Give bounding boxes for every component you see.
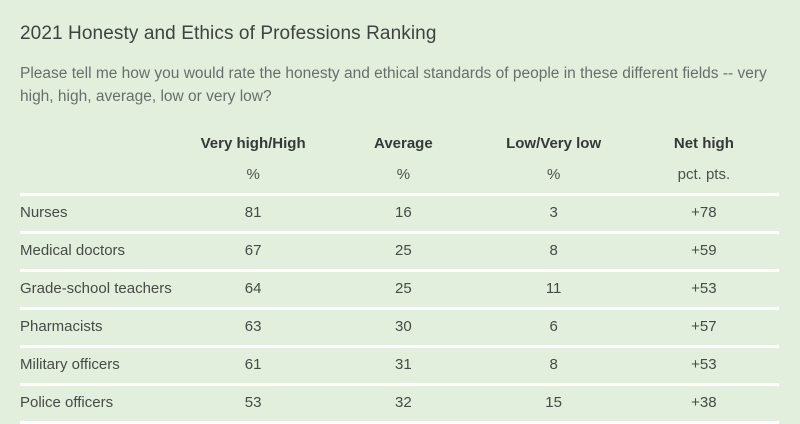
value-cell: +78 xyxy=(628,194,779,234)
value-cell: 25 xyxy=(328,270,479,310)
value-cell: 31 xyxy=(328,346,479,386)
table-body: Nurses 81 16 3 +78 Medical doctors 67 25… xyxy=(20,194,779,424)
value-cell: +53 xyxy=(628,270,779,310)
value-cell: 8 xyxy=(478,346,629,386)
column-header-average: Average xyxy=(374,135,433,152)
table-row-military-officers: Military officers 61 31 8 +53 xyxy=(20,346,779,386)
table-header: Very high/High Average Low/Very low Net … xyxy=(20,129,779,196)
value-cell: 81 xyxy=(178,194,329,234)
table-row-pharmacists: Pharmacists 63 30 6 +57 xyxy=(20,308,779,348)
value-cell: +53 xyxy=(628,346,779,386)
profession-name: Pharmacists xyxy=(20,308,178,348)
value-cell: 63 xyxy=(178,308,329,348)
value-cell: +59 xyxy=(628,232,779,272)
value-cell: 15 xyxy=(478,384,629,424)
table-row-police-officers: Police officers 53 32 15 +38 xyxy=(20,384,779,424)
survey-question: Please tell me how you would rate the ho… xyxy=(20,65,767,105)
column-header-row: Very high/High Average Low/Very low Net … xyxy=(20,129,779,152)
page-title: 2021 Honesty and Ethics of Professions R… xyxy=(20,23,437,44)
value-cell: 16 xyxy=(328,194,479,234)
value-cell: 6 xyxy=(478,308,629,348)
value-cell: 25 xyxy=(328,232,479,272)
unit-label: % xyxy=(178,152,329,196)
unit-spacer xyxy=(20,152,178,196)
table-row-grade-school-teachers: Grade-school teachers 64 25 11 +53 xyxy=(20,270,779,310)
table-row-nurses: Nurses 81 16 3 +78 xyxy=(20,194,779,234)
column-header-very-high: Very high/High xyxy=(200,135,306,152)
unit-label: pct. pts. xyxy=(628,152,779,196)
value-cell: 67 xyxy=(178,232,329,272)
profession-column-header xyxy=(20,129,178,152)
value-cell: 3 xyxy=(478,194,629,234)
value-cell: 8 xyxy=(478,232,629,272)
profession-name: Police officers xyxy=(20,384,178,424)
professions-table: Very high/High Average Low/Very low Net … xyxy=(20,129,779,424)
unit-label: % xyxy=(328,152,479,196)
profession-name: Medical doctors xyxy=(20,232,178,272)
value-cell: 32 xyxy=(328,384,479,424)
unit-label: % xyxy=(478,152,629,196)
value-cell: 61 xyxy=(178,346,329,386)
value-cell: +38 xyxy=(628,384,779,424)
value-cell: 30 xyxy=(328,308,479,348)
profession-name: Grade-school teachers xyxy=(20,270,178,310)
profession-name: Military officers xyxy=(20,346,178,386)
column-header-low: Low/Very low xyxy=(506,135,602,152)
value-cell: 53 xyxy=(178,384,329,424)
value-cell: 11 xyxy=(478,270,629,310)
unit-row: % % % pct. pts. xyxy=(20,152,779,196)
profession-name: Nurses xyxy=(20,194,178,234)
column-header-net-high: Net high xyxy=(673,135,734,152)
value-cell: 64 xyxy=(178,270,329,310)
table-row-medical-doctors: Medical doctors 67 25 8 +59 xyxy=(20,232,779,272)
value-cell: +57 xyxy=(628,308,779,348)
